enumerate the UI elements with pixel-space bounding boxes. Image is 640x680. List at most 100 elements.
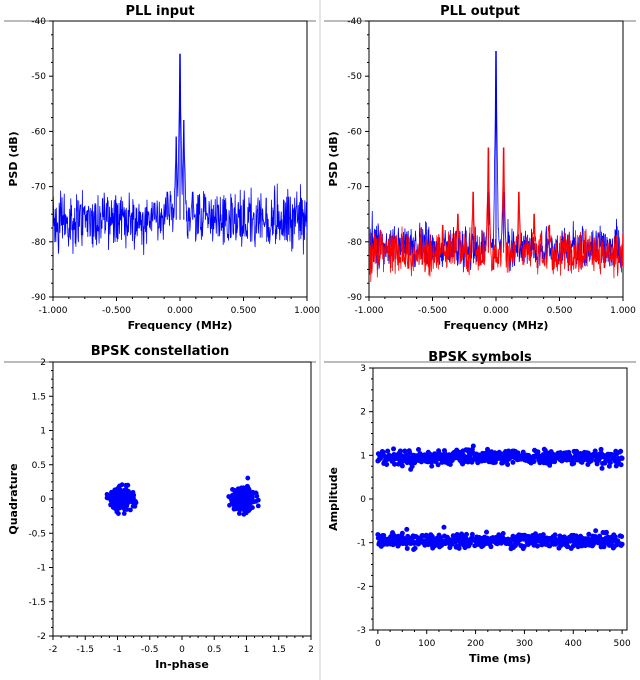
x-tick-label: 500	[614, 639, 631, 649]
y-tick-label: -50	[31, 72, 46, 82]
x-tick-label: -0.5	[141, 645, 159, 655]
point	[238, 496, 244, 502]
point	[121, 511, 127, 516]
point	[381, 533, 387, 539]
y-tick-label: -70	[31, 183, 46, 193]
point	[547, 543, 553, 549]
point	[612, 534, 618, 540]
y-tick-label: 1	[40, 427, 46, 437]
point	[404, 545, 410, 551]
y-tick-label: -3	[357, 626, 366, 636]
point	[226, 494, 232, 499]
y-tick-label: -2	[37, 632, 46, 642]
y-tick-label: -1	[37, 564, 46, 574]
point	[230, 486, 235, 492]
plot-data	[53, 53, 307, 256]
point	[127, 497, 133, 503]
point	[618, 448, 624, 454]
y-tick-label: -80	[347, 238, 362, 248]
point	[391, 446, 397, 452]
point	[505, 462, 511, 467]
point	[603, 529, 609, 535]
plot-data	[369, 50, 623, 282]
y-tick-label: -1.5	[28, 598, 46, 608]
point	[521, 544, 527, 550]
point	[547, 462, 553, 468]
point	[253, 491, 259, 496]
point	[124, 507, 130, 512]
point	[447, 461, 453, 467]
x-axis-label: Frequency (MHz)	[444, 319, 549, 332]
y-tick-label: -1	[357, 539, 366, 549]
y-axis-label: PSD (dB)	[327, 131, 340, 186]
point	[236, 511, 242, 516]
point	[127, 507, 133, 513]
point	[488, 544, 494, 550]
point	[112, 506, 118, 512]
x-tick-label: -2	[49, 645, 58, 655]
y-tick-label: 2	[40, 358, 46, 368]
point	[449, 458, 455, 464]
point	[407, 450, 413, 456]
x-tick-label: -1	[113, 645, 122, 655]
point	[469, 531, 475, 537]
point	[130, 489, 136, 495]
point	[429, 463, 435, 469]
chart-bpsk-symbols: BPSK symbols 0 100 200 300 400 500 -3 -2 -1 0 1 2 3 Ti…	[324, 350, 636, 665]
point	[246, 487, 251, 492]
x-tick-label: 1.000	[294, 306, 320, 316]
point	[484, 529, 490, 535]
plot-area	[52, 361, 312, 637]
point	[125, 482, 131, 488]
y-tick-label: 1.5	[32, 392, 46, 402]
point	[441, 524, 447, 530]
point	[243, 510, 249, 516]
y-tick-label: -90	[31, 293, 46, 303]
x-tick-label: 400	[565, 639, 582, 649]
point	[397, 448, 403, 454]
point	[619, 533, 625, 539]
y-tick-label: 2	[360, 408, 366, 418]
x-tick-label: 0.000	[483, 306, 509, 316]
x-tick-label: 0.500	[231, 306, 257, 316]
x-tick-label: 0	[179, 645, 185, 655]
point	[255, 503, 261, 509]
point	[404, 526, 410, 532]
point	[122, 490, 127, 496]
point	[240, 501, 246, 506]
chart-title: BPSK constellation	[91, 344, 230, 359]
x-tick-label: 300	[516, 639, 533, 649]
x-axis-label: In-phase	[155, 658, 209, 671]
series-1-line	[369, 147, 623, 282]
point	[435, 462, 441, 468]
point	[104, 491, 110, 497]
x-tick-label: 2	[308, 645, 314, 655]
x-tick-label: -1.000	[354, 306, 383, 316]
point	[456, 545, 462, 551]
x-tick-label: -1.000	[38, 306, 67, 316]
chart-title: BPSK symbols	[428, 350, 532, 365]
point	[131, 495, 136, 501]
point	[399, 530, 405, 536]
y-tick-label: -80	[31, 238, 46, 248]
y-axis-label: Amplitude	[327, 467, 340, 531]
point	[416, 447, 422, 452]
point	[619, 541, 625, 547]
point	[463, 531, 469, 537]
x-tick-label: 0.500	[547, 306, 573, 316]
y-tick-label: 0	[40, 495, 46, 505]
point	[385, 448, 391, 454]
x-tick-label: 0.5	[207, 645, 221, 655]
x-tick-label: -1.5	[76, 645, 94, 655]
point	[552, 532, 558, 538]
x-axis-label: Time (ms)	[469, 652, 531, 665]
point	[571, 460, 577, 466]
y-tick-label: -0.5	[28, 529, 46, 539]
point	[229, 499, 235, 505]
y-tick-label: -40	[347, 17, 362, 27]
y-tick-label: 0	[360, 495, 366, 505]
chart-title: PLL output	[440, 4, 520, 19]
x-axis-label: Frequency (MHz)	[128, 319, 233, 332]
point	[234, 488, 240, 494]
point	[607, 460, 613, 466]
